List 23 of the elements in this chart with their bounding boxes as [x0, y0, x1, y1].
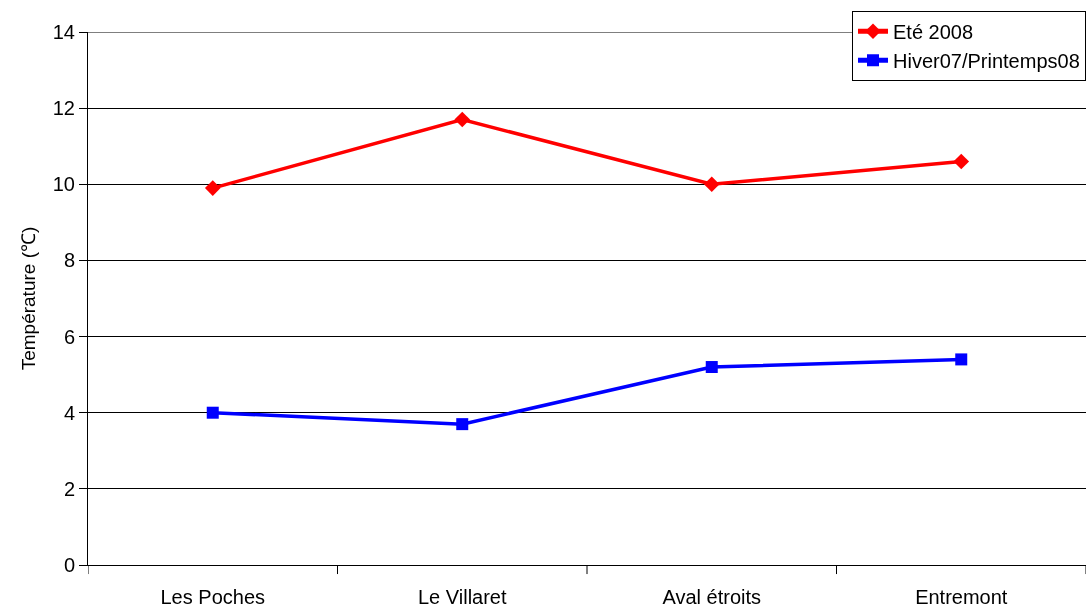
point: [456, 418, 469, 431]
x-tick-label: Les Poches: [160, 586, 266, 608]
point: [703, 176, 720, 193]
legend-label: Hiver07/Printemps08: [893, 49, 1080, 72]
y-tick-label: 12: [52, 97, 75, 120]
x-tick-label: Entremont: [915, 586, 1008, 608]
point: [705, 361, 718, 374]
point: [953, 153, 970, 170]
y-tick-label: 14: [52, 21, 75, 43]
point: [206, 406, 219, 419]
point: [955, 353, 968, 366]
x-tick-label: Le Villaret: [417, 586, 507, 608]
y-tick-label: 2: [63, 477, 75, 500]
y-tick-label: 6: [63, 325, 75, 348]
y-tick-label: 0: [63, 554, 75, 576]
point: [204, 180, 221, 196]
y-tick-label: 4: [63, 401, 75, 424]
legend-label: Eté 2008: [893, 20, 974, 43]
y-tick-label: 10: [52, 173, 75, 196]
x-tick-label: Aval étroits: [662, 586, 762, 608]
point: [454, 111, 471, 128]
y-tick-label: 8: [63, 249, 75, 272]
y-axis-title: Température (℃): [17, 226, 39, 371]
